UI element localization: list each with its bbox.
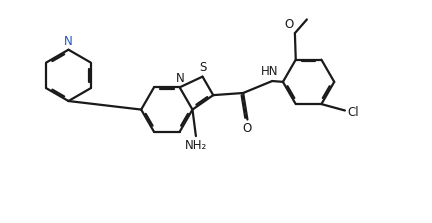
- Text: O: O: [242, 122, 251, 135]
- Text: HN: HN: [260, 66, 278, 78]
- Text: N: N: [176, 72, 185, 85]
- Text: NH₂: NH₂: [185, 139, 207, 152]
- Text: O: O: [284, 18, 293, 31]
- Text: Cl: Cl: [347, 106, 359, 119]
- Text: N: N: [64, 35, 73, 47]
- Text: S: S: [199, 61, 206, 74]
